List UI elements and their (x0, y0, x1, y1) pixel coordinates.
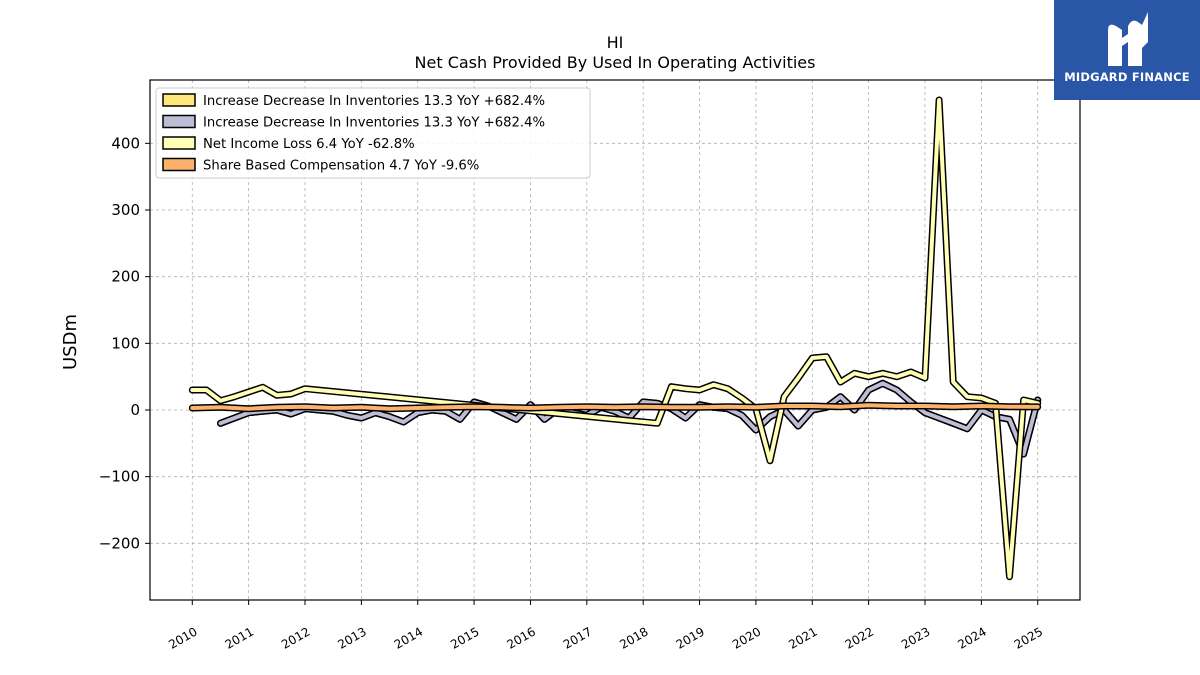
x-tick-label: 2010 (166, 624, 199, 651)
legend-swatch (162, 157, 196, 172)
x-tick-label: 2013 (335, 624, 368, 651)
chart-subtitle: Net Cash Provided By Used In Operating A… (415, 53, 816, 72)
series-group (188, 96, 1042, 581)
x-tick-label: 2023 (899, 624, 932, 651)
y-tick-label: 0 (130, 401, 140, 419)
series-line (190, 403, 1040, 411)
y-tick-label: 200 (111, 268, 140, 286)
brand-logo: MIDGARD FINANCE (1054, 0, 1200, 100)
x-tick-label: 2017 (561, 624, 594, 651)
x-tick-label: 2021 (786, 624, 819, 651)
legend-swatch (162, 93, 196, 107)
x-tick-label: 2016 (505, 624, 538, 651)
midgard-logo-icon (1108, 12, 1148, 67)
y-tick-label: −200 (99, 534, 140, 552)
x-tick-label: 2012 (279, 624, 312, 651)
legend-box (155, 87, 591, 179)
y-tick-label: 300 (111, 201, 140, 219)
legend-label: Share Based Compensation 4.7 YoY -9.6% (203, 159, 479, 174)
y-tick-label: −100 (99, 468, 140, 486)
x-tick-label: 2011 (223, 624, 256, 651)
x-tick-label: 2022 (843, 624, 876, 651)
x-tick-label: 2020 (730, 624, 763, 651)
series-4 (188, 401, 1042, 413)
chart-title: HI (607, 33, 624, 52)
x-tick-label: 2018 (617, 624, 650, 651)
legend-swatch (162, 136, 196, 150)
series-line (190, 98, 1040, 579)
x-tick-label: 2015 (448, 624, 481, 651)
y-tick-label: 400 (111, 134, 140, 152)
legend-swatch (162, 114, 196, 129)
y-tick-label: 100 (111, 334, 140, 352)
x-tick-label: 2024 (955, 624, 988, 651)
x-tick-label: 2014 (392, 624, 425, 651)
legend-label: Increase Decrease In Inventories 13.3 Yo… (203, 116, 545, 131)
plot-frame (149, 79, 1081, 601)
legend-label: Net Income Loss 6.4 YoY -62.8% (203, 137, 415, 152)
x-tick-label: 2019 (674, 624, 707, 651)
legend: Increase Decrease In Inventories 13.3 Yo… (155, 87, 591, 179)
series-3 (188, 96, 1042, 581)
x-tick-label: 2025 (1012, 624, 1045, 651)
y-axis-label: USDm (60, 314, 81, 370)
logo-text: MIDGARD FINANCE (1064, 70, 1190, 84)
legend-label: Increase Decrease In Inventories 13.3 Yo… (203, 94, 545, 109)
